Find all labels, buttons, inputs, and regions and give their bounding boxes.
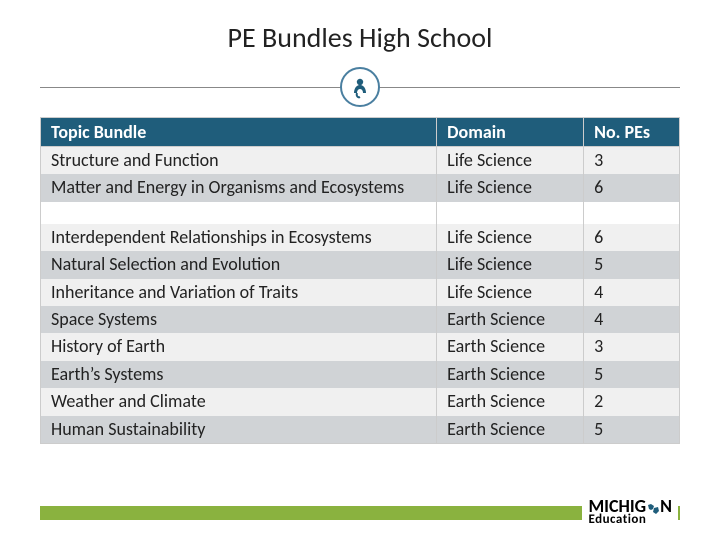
page-title: PE Bundles High School [0, 20, 720, 55]
table-container: Topic Bundle Domain No. PEs Structure an… [40, 117, 680, 444]
table-cell-domain: Earth Science [437, 306, 584, 333]
table-cell-pes: 3 [584, 333, 680, 360]
table-cell-topic: Weather and Climate [41, 388, 437, 415]
table-cell-topic: Interdependent Relationships in Ecosyste… [41, 224, 437, 251]
table-cell-topic: Inheritance and Variation of Traits [41, 279, 437, 306]
table-cell-domain: Life Science [437, 147, 584, 175]
col-header-topic: Topic Bundle [41, 118, 437, 147]
table-cell-topic: Structure and Function [41, 147, 437, 175]
table-cell-pes: 6 [584, 224, 680, 251]
table-gap-row [41, 202, 680, 224]
table-row: Inheritance and Variation of TraitsLife … [41, 279, 680, 306]
table-row: Matter and Energy in Organisms and Ecosy… [41, 174, 680, 201]
table-row: Human SustainabilityEarth Science5 [41, 416, 680, 444]
table-cell-pes: 4 [584, 279, 680, 306]
table-header-row: Topic Bundle Domain No. PEs [41, 118, 680, 147]
table-row: Space SystemsEarth Science4 [41, 306, 680, 333]
table-cell-topic: Space Systems [41, 306, 437, 333]
state-icon [646, 501, 660, 515]
table-row: History of EarthEarth Science3 [41, 333, 680, 360]
table-cell-topic: Earth’s Systems [41, 361, 437, 388]
table-cell-pes: 5 [584, 416, 680, 444]
table-cell-domain: Earth Science [437, 416, 584, 444]
table-row: Earth’s SystemsEarth Science5 [41, 361, 680, 388]
col-header-pes: No. PEs [584, 118, 680, 147]
table-cell-pes: 5 [584, 251, 680, 278]
table-body: Structure and FunctionLife Science3Matte… [41, 147, 680, 444]
table-row: Interdependent Relationships in Ecosyste… [41, 224, 680, 251]
table-row: Natural Selection and EvolutionLife Scie… [41, 251, 680, 278]
divider [40, 65, 680, 109]
table-cell-pes: 2 [584, 388, 680, 415]
brand-logo: MICHIGN Education [582, 495, 678, 528]
table-row: Weather and ClimateEarth Science2 [41, 388, 680, 415]
table-cell-domain: Life Science [437, 279, 584, 306]
table-cell-topic: Human Sustainability [41, 416, 437, 444]
table-cell-pes: 3 [584, 147, 680, 175]
table-cell-pes: 6 [584, 174, 680, 201]
logo-icon [340, 67, 380, 107]
table-cell-pes: 5 [584, 361, 680, 388]
table-cell-domain: Life Science [437, 174, 584, 201]
slide: PE Bundles High School Topic Bundle Doma… [0, 0, 720, 540]
brand-line1b: N [660, 495, 672, 517]
table-cell-topic: History of Earth [41, 333, 437, 360]
table-cell-topic: Natural Selection and Evolution [41, 251, 437, 278]
col-header-domain: Domain [437, 118, 584, 147]
table-cell-domain: Life Science [437, 224, 584, 251]
table-row: Structure and FunctionLife Science3 [41, 147, 680, 175]
table-cell-domain: Earth Science [437, 361, 584, 388]
table-cell-domain: Earth Science [437, 333, 584, 360]
pe-bundles-table: Topic Bundle Domain No. PEs Structure an… [40, 117, 680, 444]
table-cell-pes: 4 [584, 306, 680, 333]
table-cell-domain: Life Science [437, 251, 584, 278]
table-cell-domain: Earth Science [437, 388, 584, 415]
table-cell-topic: Matter and Energy in Organisms and Ecosy… [41, 174, 437, 201]
